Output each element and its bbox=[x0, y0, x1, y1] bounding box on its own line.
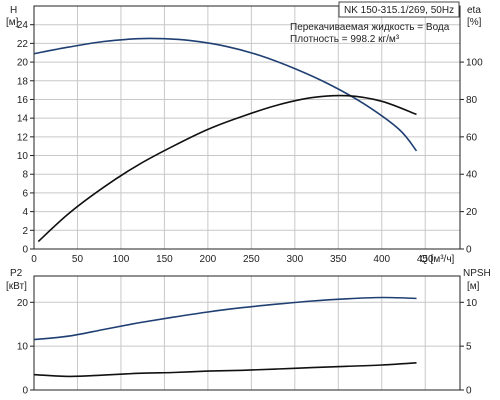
left-tick-label: 24 bbox=[17, 20, 29, 31]
right-tick-label: 0 bbox=[466, 386, 472, 397]
right-tick-label: 10 bbox=[466, 298, 478, 309]
head-axis-title: H bbox=[10, 5, 17, 16]
left-tick-label: 10 bbox=[17, 342, 29, 353]
right-tick-label: 60 bbox=[466, 132, 478, 143]
npsh-axis-unit: [м] bbox=[467, 281, 480, 292]
x-tick-label: 200 bbox=[200, 254, 217, 265]
x-tick-label: 100 bbox=[113, 254, 130, 265]
series-line-1 bbox=[33, 362, 417, 378]
left-tick-label: 4 bbox=[22, 207, 28, 218]
left-tick-label: 0 bbox=[22, 245, 28, 256]
x-tick-label: 300 bbox=[286, 254, 303, 265]
left-tick-label: 20 bbox=[17, 58, 29, 69]
left-tick-label: 12 bbox=[17, 132, 29, 143]
title-box bbox=[338, 1, 460, 18]
right-tick-label: 100 bbox=[466, 58, 483, 69]
left-tick-label: 22 bbox=[17, 39, 29, 50]
right-tick-label: 80 bbox=[466, 95, 478, 106]
top-plot-frame bbox=[33, 5, 461, 250]
chart-title: NK 150-315.1/269, 50Hz bbox=[344, 5, 454, 16]
x-tick-label: 450 bbox=[417, 254, 434, 265]
power-axis-title: P2 bbox=[10, 268, 23, 279]
head-axis-unit: [м] bbox=[6, 17, 19, 28]
npsh-axis-title: NPSH bbox=[463, 268, 491, 279]
x-tick-label: 50 bbox=[72, 254, 84, 265]
left-tick-label: 16 bbox=[17, 95, 29, 106]
left-tick-label: 2 bbox=[22, 226, 28, 237]
eta-axis-unit: [%] bbox=[467, 17, 482, 28]
right-tick-label: 20 bbox=[466, 207, 478, 218]
x-tick-label: 350 bbox=[330, 254, 347, 265]
power-axis-ticks: 0 10 20 bbox=[17, 298, 34, 397]
density-annotation: Плотность = 998.2 кг/м³ bbox=[290, 34, 400, 45]
eta-axis-title: eta bbox=[467, 5, 481, 16]
eta-axis-ticks: 0 20 40 60 80 100 bbox=[460, 58, 483, 256]
power-axis-unit: [кВт] bbox=[6, 281, 27, 292]
fluid-annotation: Перекачиваемая жидкость = Вода bbox=[290, 22, 450, 33]
flow-axis-ticks: 0 50 100 150 200 250 300 350 400 450 bbox=[31, 254, 434, 265]
top-series bbox=[33, 37, 418, 243]
x-tick-label: 250 bbox=[243, 254, 260, 265]
bottom-grid bbox=[33, 276, 460, 391]
bottom-series bbox=[33, 296, 417, 378]
x-tick-label: 150 bbox=[156, 254, 173, 265]
left-tick-label: 0 bbox=[22, 386, 28, 397]
npsh-axis-ticks: 0 5 10 bbox=[460, 298, 478, 397]
flow-axis-label: Q [м³/ч] bbox=[420, 254, 455, 265]
left-tick-label: 10 bbox=[17, 151, 29, 162]
right-tick-label: 0 bbox=[466, 245, 472, 256]
right-tick-label: 40 bbox=[466, 170, 478, 181]
left-tick-label: 20 bbox=[17, 298, 29, 309]
left-tick-label: 8 bbox=[22, 170, 28, 181]
left-tick-label: 6 bbox=[22, 188, 28, 199]
x-tick-label: 0 bbox=[31, 254, 37, 265]
series-line-1 bbox=[37, 94, 417, 243]
series-line-0 bbox=[33, 296, 417, 341]
bottom-plot-frame bbox=[33, 275, 461, 391]
power-npsh-chart: 0 10 20 0 5 10 P2 [кВт] NPSH [м] bbox=[6, 268, 491, 397]
x-tick-label: 400 bbox=[373, 254, 390, 265]
right-tick-label: 5 bbox=[466, 342, 472, 353]
left-tick-label: 18 bbox=[17, 76, 29, 87]
series-line-0 bbox=[33, 37, 418, 152]
left-tick-label: 14 bbox=[17, 114, 29, 125]
